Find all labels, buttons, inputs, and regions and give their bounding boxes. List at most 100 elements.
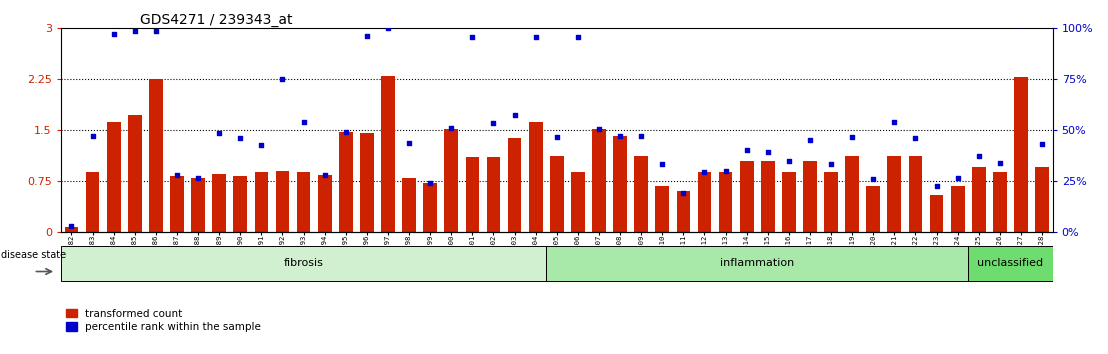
Bar	[546, 246, 968, 281]
Point	[759, 149, 777, 155]
Point	[864, 176, 882, 182]
Bar	[276, 171, 289, 232]
Point	[570, 34, 587, 40]
Bar	[972, 167, 986, 232]
Point	[358, 34, 376, 39]
Bar	[909, 156, 922, 232]
Point	[1012, 22, 1029, 28]
Bar	[465, 157, 480, 232]
Bar	[297, 172, 310, 232]
Bar	[968, 246, 1053, 281]
Bar	[507, 138, 522, 232]
Point	[379, 25, 397, 31]
Bar	[930, 195, 943, 232]
Bar	[993, 172, 1007, 232]
Bar	[951, 186, 964, 232]
Point	[442, 126, 460, 131]
Bar	[634, 156, 648, 232]
Point	[843, 134, 861, 139]
Bar	[719, 172, 732, 232]
Bar	[127, 115, 142, 232]
Point	[547, 134, 565, 139]
Bar	[761, 161, 774, 232]
Bar	[677, 191, 690, 232]
Text: disease state: disease state	[1, 250, 66, 260]
Point	[696, 170, 714, 175]
Point	[906, 136, 924, 141]
Point	[232, 136, 249, 141]
Bar	[613, 136, 627, 232]
Bar	[888, 156, 901, 232]
Point	[463, 34, 481, 40]
Bar	[106, 122, 121, 232]
Point	[801, 137, 819, 143]
Bar	[423, 183, 437, 232]
Point	[526, 34, 544, 40]
Bar	[85, 172, 100, 232]
Bar	[61, 246, 546, 281]
Point	[927, 183, 945, 188]
Point	[147, 29, 165, 34]
Bar	[486, 157, 501, 232]
Bar	[866, 186, 880, 232]
Bar	[444, 129, 458, 232]
Point	[633, 133, 650, 138]
Point	[316, 172, 334, 178]
Bar	[234, 176, 247, 232]
Bar	[213, 174, 226, 232]
Text: fibrosis: fibrosis	[284, 258, 324, 268]
Point	[612, 133, 629, 138]
Point	[253, 143, 270, 148]
Bar	[360, 133, 373, 232]
Point	[505, 113, 523, 118]
Bar	[698, 172, 711, 232]
Bar	[550, 156, 564, 232]
Bar	[150, 79, 163, 232]
Point	[885, 119, 903, 125]
Bar	[255, 172, 268, 232]
Bar	[803, 161, 817, 232]
Bar	[381, 76, 394, 232]
Bar	[782, 172, 796, 232]
Bar	[318, 175, 331, 232]
Point	[63, 223, 81, 229]
Point	[337, 129, 355, 135]
Text: inflammation: inflammation	[720, 258, 794, 268]
Bar	[1014, 77, 1028, 232]
Legend: transformed count, percentile rank within the sample: transformed count, percentile rank withi…	[66, 309, 260, 332]
Point	[400, 141, 418, 146]
Point	[105, 32, 123, 37]
Bar	[824, 172, 838, 232]
Bar	[1035, 167, 1049, 232]
Text: unclassified: unclassified	[977, 258, 1044, 268]
Point	[591, 126, 608, 131]
Bar	[171, 176, 184, 232]
Point	[675, 190, 692, 195]
Point	[126, 29, 144, 34]
Bar	[64, 227, 79, 232]
Point	[295, 119, 312, 125]
Point	[948, 175, 966, 180]
Bar	[845, 156, 859, 232]
Point	[780, 158, 798, 164]
Point	[970, 153, 987, 159]
Bar	[740, 161, 753, 232]
Point	[211, 130, 228, 136]
Point	[274, 76, 291, 82]
Point	[738, 148, 756, 153]
Point	[484, 121, 502, 126]
Bar	[656, 186, 669, 232]
Text: GDS4271 / 239343_at: GDS4271 / 239343_at	[141, 13, 293, 27]
Point	[717, 168, 735, 174]
Point	[991, 160, 1008, 166]
Point	[168, 172, 186, 178]
Bar	[339, 132, 352, 232]
Bar	[529, 122, 543, 232]
Point	[189, 175, 207, 181]
Bar	[402, 178, 416, 232]
Point	[84, 133, 102, 139]
Point	[654, 161, 671, 167]
Point	[421, 180, 439, 186]
Point	[1033, 141, 1050, 147]
Bar	[592, 129, 606, 232]
